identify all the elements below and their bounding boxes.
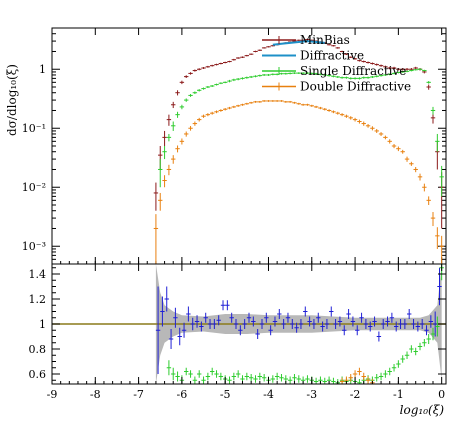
ratio-y-tick-label: 0.6 bbox=[29, 368, 47, 381]
x-tick-label: -6 bbox=[177, 388, 188, 401]
x-tick-label: -2 bbox=[350, 388, 361, 401]
legend-label: Single Diffractive bbox=[300, 64, 406, 78]
x-tick-label: -1 bbox=[393, 388, 404, 401]
x-tick-label: 0 bbox=[438, 388, 445, 401]
main-panel-plot-area bbox=[153, 38, 444, 264]
ratio-y-tick-label: 0.8 bbox=[29, 343, 47, 356]
ratio-panel-plot-area bbox=[52, 264, 446, 384]
ratio-panel-ticks: -9 -8 -7 -6 -5 -4 -3 -2 -1 0 0.6 0.8 1 1.2 1.4 bbox=[29, 264, 446, 401]
legend-label: MinBias bbox=[300, 33, 350, 47]
legend-label: Double Diffractive bbox=[300, 80, 411, 94]
x-tick-label: -4 bbox=[263, 388, 274, 401]
series-line bbox=[272, 40, 325, 46]
ratio-y-tick-label: 1 bbox=[39, 318, 46, 331]
ratio-y-tick-label: 1.2 bbox=[29, 293, 47, 306]
x-tick-label: -9 bbox=[47, 388, 58, 401]
ratio-y-tick-label: 1.4 bbox=[29, 268, 47, 281]
legend-label: Diffractive bbox=[300, 49, 364, 63]
main-panel-ticks: 10⁻³ 10⁻² 10⁻¹ 1 bbox=[22, 27, 446, 265]
main-y-tick-label: 10⁻² bbox=[22, 181, 46, 194]
x-tick-label: -5 bbox=[220, 388, 231, 401]
ratio-panel-frame bbox=[51, 263, 447, 385]
y-axis-label: dσ/dlog₁₀(ξ) bbox=[5, 64, 19, 136]
main-y-tick-label: 1 bbox=[39, 63, 46, 76]
x-axis-label: log₁₀(ξ) bbox=[400, 403, 445, 417]
main-y-tick-label: 10⁻¹ bbox=[22, 122, 46, 135]
main-y-tick-label: 10⁻³ bbox=[22, 240, 46, 253]
x-tick-label: -3 bbox=[306, 388, 317, 401]
x-tick-label: -7 bbox=[133, 388, 144, 401]
x-tick-label: -8 bbox=[90, 388, 101, 401]
